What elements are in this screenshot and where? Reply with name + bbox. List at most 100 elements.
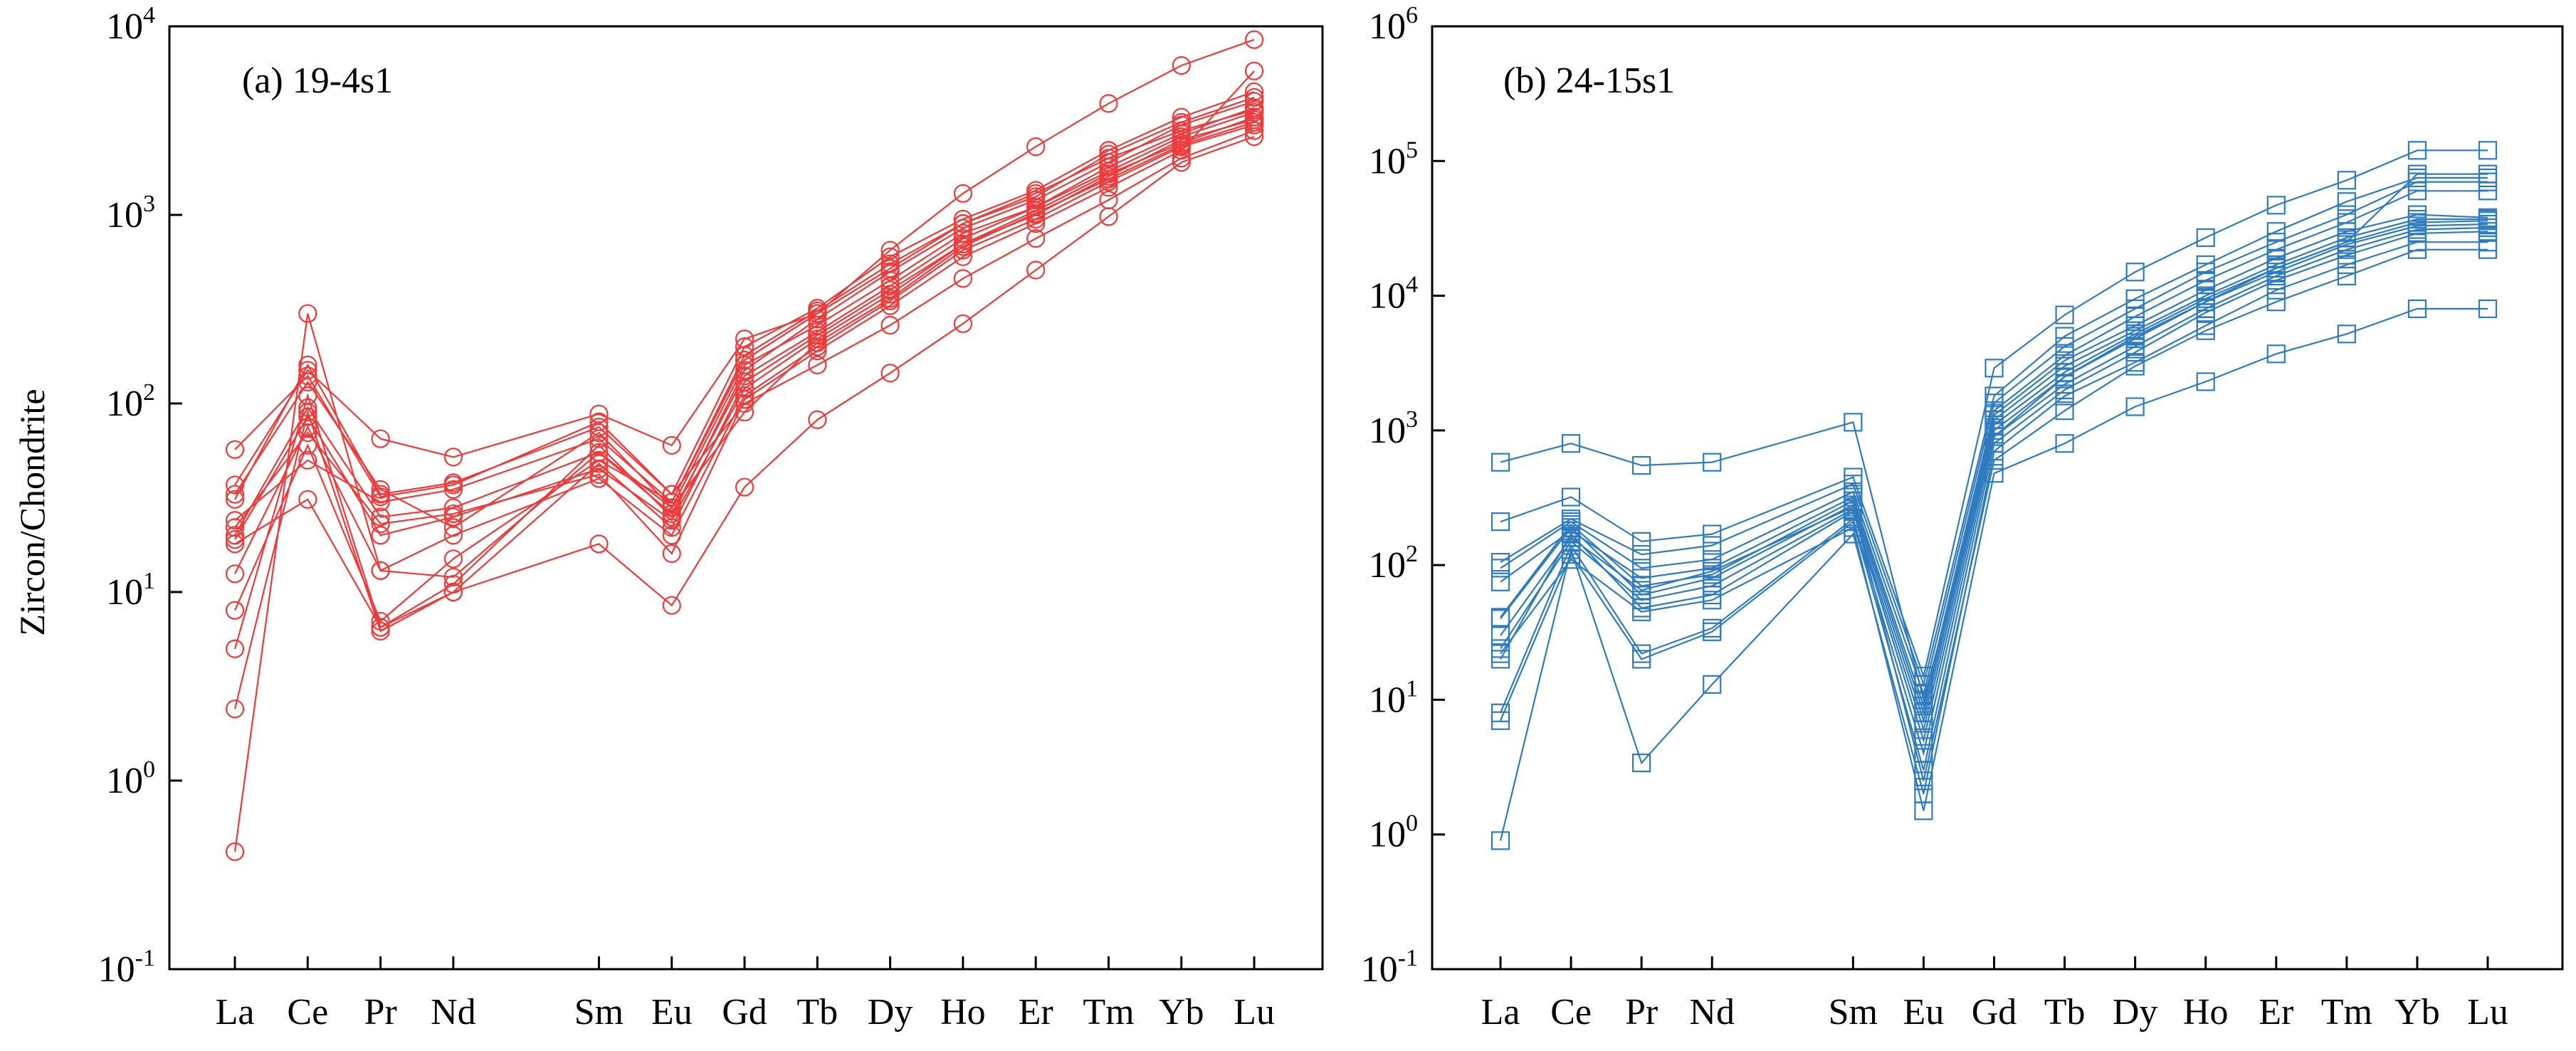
series-line [1500, 173, 2488, 703]
series-line [1500, 181, 2488, 697]
data-point [1244, 88, 1264, 107]
data-point [2196, 280, 2215, 300]
series-line [234, 107, 1255, 536]
data-point [808, 304, 827, 323]
data-point [2478, 164, 2498, 184]
y-tick-base: 10 [1369, 276, 1406, 317]
data-point [735, 394, 755, 413]
y-tick-base: 10 [1369, 6, 1406, 47]
data-point [1099, 141, 1118, 160]
data-point [371, 429, 390, 448]
y-tick-base: 10 [1369, 815, 1406, 855]
data-point [1099, 94, 1118, 113]
data-point [2478, 141, 2498, 160]
series-a-14 [225, 61, 1264, 564]
data-point [1703, 591, 1722, 610]
data-point [371, 526, 390, 545]
data-point [2337, 171, 2356, 190]
data-point [2125, 289, 2145, 308]
series-line [1500, 149, 2488, 680]
data-point [735, 366, 755, 386]
x-tick-label-lu: Lu [1234, 992, 1275, 1032]
y-tick-label: 10-1 [98, 945, 155, 990]
series-b-11 [1491, 141, 2498, 686]
data-point [880, 276, 900, 295]
data-point [2125, 327, 2145, 346]
series-line [234, 70, 1255, 555]
x-tick-label-dy: Dy [868, 992, 913, 1032]
data-point [2478, 208, 2498, 227]
data-point [2055, 434, 2074, 453]
data-point [371, 480, 390, 499]
series-line [1500, 218, 2488, 724]
data-point [1491, 572, 1510, 591]
data-point [953, 314, 972, 333]
series-b-8 [1491, 181, 2498, 716]
data-point [880, 296, 900, 315]
series-line [234, 96, 1255, 522]
data-point [443, 448, 463, 467]
data-point [1172, 141, 1191, 160]
x-tick-label-nd: Nd [1689, 992, 1735, 1032]
series-line [234, 121, 1255, 529]
y-tick-base: 10 [106, 761, 143, 801]
series-b-3 [1491, 218, 2498, 763]
data-point [1491, 608, 1510, 627]
data-point [2337, 205, 2356, 224]
data-point [1026, 137, 1046, 157]
series-a-13 [225, 127, 1264, 637]
data-point [589, 469, 609, 488]
series-line [1499, 231, 2488, 771]
series-a-5 [225, 115, 1264, 583]
data-point [1099, 178, 1118, 197]
y-tick-exponent: 0 [143, 756, 155, 783]
data-point [2478, 299, 2498, 319]
series-b-14 [1491, 240, 2498, 791]
data-point [1099, 207, 1118, 226]
y-tick-label: 104 [1369, 272, 1418, 317]
x-tick-label-ho: Ho [2183, 992, 2229, 1032]
data-point [1914, 801, 1933, 820]
data-point [298, 418, 317, 437]
series-line [234, 90, 1255, 500]
data-point [371, 621, 390, 641]
data-point [1026, 260, 1046, 280]
y-tick-label: 102 [106, 379, 155, 424]
data-point [1703, 524, 1722, 544]
data-point [2407, 240, 2427, 259]
data-point [225, 639, 245, 658]
data-point [443, 475, 463, 495]
data-point [1914, 744, 1933, 763]
y-tick-exponent: 3 [143, 191, 155, 217]
y-tick-label: 101 [1369, 675, 1418, 720]
data-point [371, 618, 390, 637]
x-tick-label-la: La [1481, 992, 1520, 1032]
data-point [2055, 327, 2074, 346]
data-point [1244, 82, 1264, 101]
data-point [1984, 359, 2004, 378]
data-point [443, 549, 463, 569]
series-a-12 [225, 121, 1264, 507]
data-point [1491, 831, 1510, 850]
data-point [371, 611, 390, 631]
data-point [735, 379, 755, 398]
data-point [1984, 464, 2004, 483]
data-point [1632, 581, 1651, 600]
data-point [225, 511, 245, 530]
x-tick-label-la: La [216, 992, 255, 1032]
data-point [589, 465, 609, 484]
data-point [2337, 255, 2356, 275]
x-tick-label-tb: Tb [797, 992, 838, 1032]
data-point [1561, 509, 1581, 529]
series-a-11 [225, 30, 1264, 495]
data-point [808, 329, 827, 349]
y-tick-label: 104 [106, 2, 155, 47]
y-tick-base: 10 [106, 384, 143, 424]
data-point [225, 564, 245, 583]
data-point [880, 364, 900, 383]
data-point [1099, 164, 1118, 184]
data-point [225, 440, 245, 459]
data-point [1632, 455, 1651, 475]
data-point [1703, 550, 1722, 569]
y-tick-label: 105 [1369, 137, 1418, 181]
